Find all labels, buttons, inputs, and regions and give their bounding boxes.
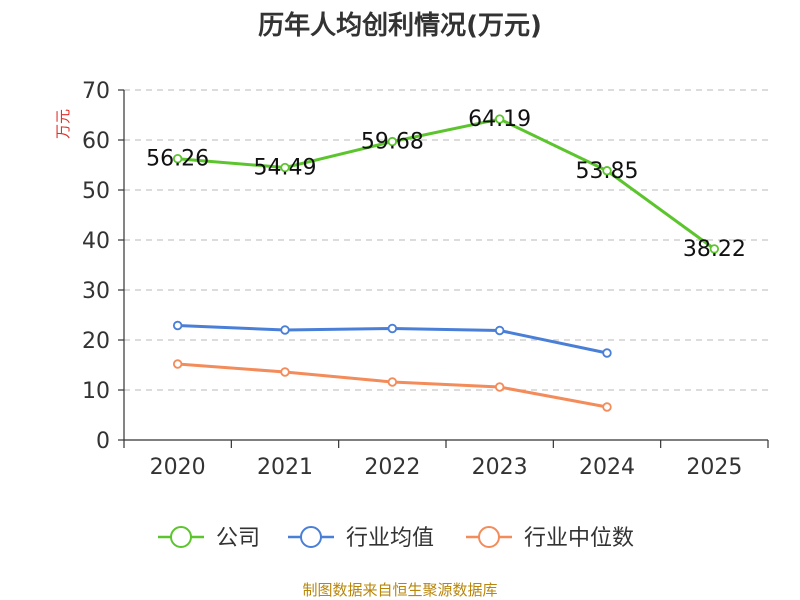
legend-item-2[interactable]: 行业中位数 bbox=[466, 526, 634, 551]
data-point bbox=[387, 377, 398, 387]
y-tick-label: 60 bbox=[82, 129, 110, 154]
y-tick-label: 10 bbox=[82, 379, 110, 404]
data-point bbox=[172, 320, 183, 331]
legend-label: 行业中位数 bbox=[524, 526, 634, 551]
source-note: 制图数据来自恒生聚源数据库 bbox=[302, 581, 497, 599]
grid-lines bbox=[124, 89, 768, 391]
series-2 bbox=[172, 359, 612, 412]
x-tick-label: 2025 bbox=[686, 455, 742, 480]
legend-label: 公司 bbox=[216, 526, 260, 551]
data-label: 38.22 bbox=[683, 237, 746, 262]
data-point bbox=[602, 348, 612, 358]
series-line bbox=[177, 117, 716, 251]
y-tick-label: 30 bbox=[82, 279, 110, 304]
data-label: 64.19 bbox=[468, 107, 531, 132]
data-label: 56.26 bbox=[146, 147, 209, 172]
series-0: 56.26 54.49 59.68 64.19 53.85 38.22 bbox=[146, 107, 746, 262]
legend-marker-icon bbox=[170, 526, 192, 548]
data-point bbox=[387, 136, 398, 147]
y-tick-label: 40 bbox=[82, 229, 110, 254]
data-label: 59.68 bbox=[361, 130, 424, 155]
data-point bbox=[494, 382, 505, 392]
data-label: 53.85 bbox=[576, 159, 639, 184]
data-point bbox=[494, 325, 505, 336]
y-axis-unit: 万元 bbox=[54, 109, 72, 139]
series-1 bbox=[172, 320, 612, 358]
data-point bbox=[172, 359, 183, 369]
legend-item-1[interactable]: 行业均值 bbox=[288, 526, 434, 551]
data-point bbox=[280, 367, 290, 377]
data-point bbox=[172, 153, 183, 164]
y-tick-label: 20 bbox=[82, 329, 110, 354]
legend[interactable]: 公司 行业均值 行业中位数 bbox=[158, 526, 634, 551]
y-tick-label: 70 bbox=[82, 79, 110, 104]
chart-title: 历年人均创利情况(万元) bbox=[258, 10, 542, 41]
x-tick-label: 2023 bbox=[472, 455, 528, 480]
x-tick-label: 2022 bbox=[364, 455, 420, 480]
legend-label: 行业均值 bbox=[346, 526, 434, 551]
data-label: 54.49 bbox=[254, 156, 317, 181]
legend-item-0[interactable]: 公司 bbox=[158, 526, 260, 551]
data-point bbox=[602, 402, 612, 412]
legend-marker-icon bbox=[478, 526, 500, 548]
data-point bbox=[602, 166, 612, 176]
series-group: 56.26 54.49 59.68 64.19 53.85 38.22 bbox=[146, 107, 746, 412]
data-point bbox=[280, 325, 290, 335]
data-point bbox=[280, 162, 290, 173]
data-point bbox=[387, 323, 398, 334]
legend-marker-icon bbox=[300, 526, 322, 548]
data-point bbox=[494, 114, 505, 124]
x-tick-label: 2021 bbox=[257, 455, 313, 480]
x-tick-label: 2024 bbox=[579, 455, 635, 480]
axes: 0 10 20 30 40 50 60 70 2020 2021 2022 2023 2024 2025 bbox=[82, 79, 769, 480]
x-tick-label: 2020 bbox=[150, 455, 206, 480]
data-point bbox=[709, 244, 720, 254]
y-tick-label: 50 bbox=[82, 179, 110, 204]
y-tick-label: 0 bbox=[96, 429, 110, 454]
